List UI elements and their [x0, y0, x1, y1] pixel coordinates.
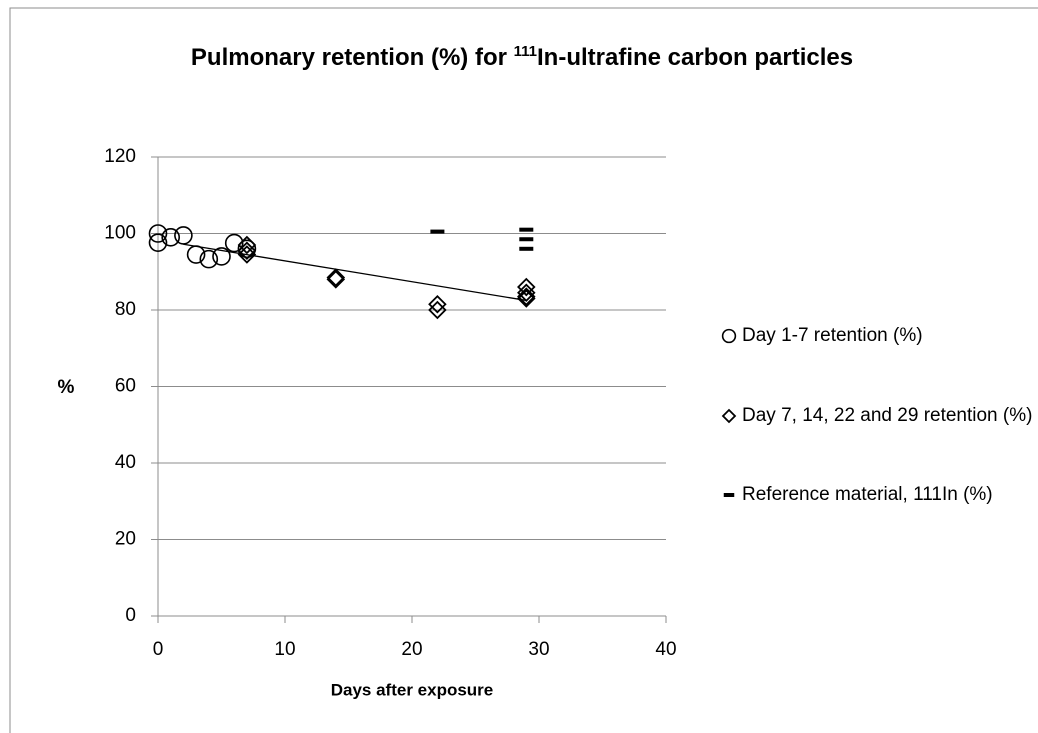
y-tick-label: 40: [115, 452, 136, 473]
marker-dash: [519, 246, 534, 251]
marker-diamond: [428, 300, 447, 320]
marker-diamond: [237, 245, 257, 264]
legend-label: Day 1-7 retention (%): [742, 325, 923, 346]
legend-marker: [723, 493, 735, 497]
y-tick-label: 60: [115, 376, 136, 397]
marker-dash: [430, 229, 445, 234]
y-tick-label: 20: [115, 529, 136, 550]
marker-diamond: [517, 287, 536, 306]
title-text: In-ultrafine carbon particles: [537, 44, 854, 71]
trendline: [183, 243, 527, 302]
x-tick-label: 20: [401, 639, 422, 660]
x-tick-label: 0: [153, 639, 164, 660]
y-tick-label: 100: [104, 223, 136, 244]
title-superscript: 111: [513, 43, 537, 60]
marker-circle: [148, 224, 168, 243]
marker-dash: [519, 227, 534, 232]
marker-diamond: [326, 270, 346, 289]
legend-marker: [721, 408, 737, 424]
marker-circle: [161, 228, 180, 247]
marker-circle: [224, 233, 244, 253]
x-tick-label: 40: [655, 639, 676, 660]
marker-diamond: [326, 268, 346, 287]
marker-dash: [519, 237, 534, 242]
marker-diamond: [517, 283, 536, 303]
y-tick-label: 120: [104, 146, 136, 167]
marker-circle: [212, 247, 231, 266]
legend-label: Day 7, 14, 22 and 29 retention (%): [742, 405, 1033, 426]
legend-marker: [721, 328, 737, 344]
y-tick-label: 80: [115, 299, 136, 320]
marker-diamond: [237, 235, 257, 255]
marker-diamond: [517, 289, 536, 308]
marker-circle: [174, 226, 193, 245]
marker-circle: [237, 239, 257, 259]
y-tick-label: 0: [125, 605, 136, 626]
marker-circle: [148, 233, 168, 252]
chart-title: Pulmonary retention (%) for 111In-ultraf…: [132, 38, 912, 78]
marker-diamond: [428, 294, 447, 314]
x-tick-label: 10: [274, 639, 295, 660]
marker-diamond: [237, 241, 257, 260]
x-tick-label: 30: [528, 639, 549, 660]
legend-label: Reference material, 111In (%): [742, 484, 993, 505]
marker-circle: [199, 249, 219, 269]
x-axis-label: Days after exposure: [331, 680, 494, 699]
marker-diamond: [517, 277, 536, 297]
marker-circle: [186, 245, 206, 264]
y-axis-label: %: [58, 377, 75, 398]
chart-border: [9, 7, 1038, 733]
title-text: Pulmonary retention (%) for: [190, 44, 507, 71]
